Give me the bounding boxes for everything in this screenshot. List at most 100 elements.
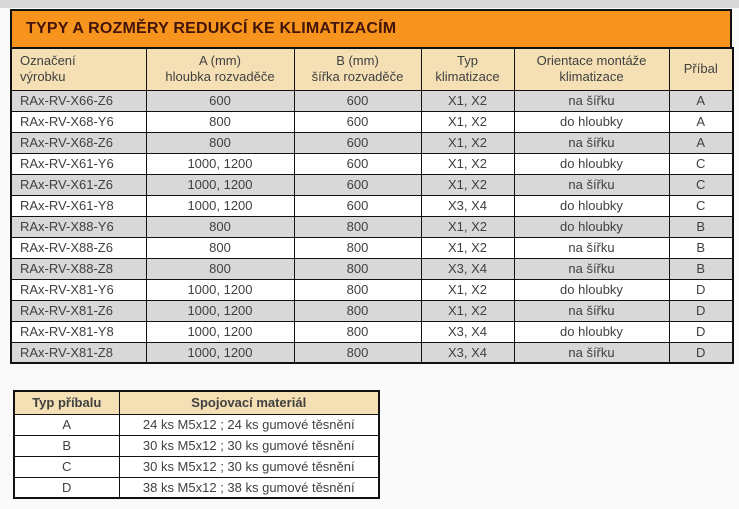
table-cell: RAx-RV-X88-Z6 — [10, 236, 147, 259]
column-header-depth-a: A (mm) hloubka rozvaděče — [145, 47, 295, 91]
table-cell: na šířku — [513, 341, 670, 364]
table-cell: 800 — [293, 236, 422, 259]
table-row: RAx-RV-X68-Y6 800 600 X1, X2 do hloubky A — [10, 110, 734, 133]
table-cell: do hloubky — [513, 152, 670, 175]
table-row: RAx-RV-X88-Z8 800 800 X3, X4 na šířku B — [10, 257, 734, 280]
table-cell: A — [668, 131, 734, 154]
main-spec-table: TYPY A ROZMĚRY REDUKCÍ KE KLIMATIZACÍM O… — [10, 9, 734, 364]
column-header-ac-type: Typ klimatizace — [420, 47, 515, 91]
table-cell: 800 — [145, 131, 295, 154]
table-cell: X1, X2 — [420, 152, 515, 175]
table-cell: 800 — [293, 278, 422, 301]
table-cell: RAx-RV-X61-Y8 — [10, 194, 147, 217]
table-cell: 800 — [293, 299, 422, 322]
table-cell: 1000, 1200 — [145, 320, 295, 343]
table-row: RAx-RV-X88-Z6 800 800 X1, X2 na šířku B — [10, 236, 734, 259]
table-cell: X3, X4 — [420, 194, 515, 217]
table-row: RAx-RV-X61-Z6 1000, 1200 600 X1, X2 na šířku… — [10, 173, 734, 196]
table-cell: 800 — [145, 215, 295, 238]
table-cell: 38 ks M5x12 ; 38 ks gumové těsnění — [118, 476, 380, 499]
column-header-product: Označení výrobku — [10, 47, 147, 91]
table-cell: do hloubky — [513, 320, 670, 343]
table-header-row: Typ příbalu Spojovací materiál — [13, 390, 380, 415]
table-title: TYPY A ROZMĚRY REDUKCÍ KE KLIMATIZACÍM — [26, 20, 397, 37]
table-row: RAx-RV-X81-Z8 1000, 1200 800 X3, X4 na šířku… — [10, 341, 734, 364]
table-cell: X1, X2 — [420, 110, 515, 133]
table-cell: X1, X2 — [420, 215, 515, 238]
table-row: RAx-RV-X81-Y8 1000, 1200 800 X3, X4 do hloub… — [10, 320, 734, 343]
table-cell: A — [668, 110, 734, 133]
table-cell: 600 — [293, 152, 422, 175]
reduction-types-table: Označení výrobku A (mm) hloubka rozvaděč… — [10, 47, 734, 364]
table-cell: 800 — [293, 341, 422, 364]
table-header-row: Označení výrobku A (mm) hloubka rozvaděč… — [10, 47, 734, 91]
table-row: RAx-RV-X61-Y6 1000, 1200 600 X1, X2 do hloub… — [10, 152, 734, 175]
table-cell: 600 — [145, 89, 295, 112]
table-cell: X1, X2 — [420, 278, 515, 301]
table-cell: D — [668, 278, 734, 301]
table-cell: na šířku — [513, 236, 670, 259]
table-cell: B — [668, 236, 734, 259]
table-title-bar: TYPY A ROZMĚRY REDUKCÍ KE KLIMATIZACÍM — [10, 9, 732, 47]
table-row: RAx-RV-X66-Z6 600 600 X1, X2 na šířku A — [10, 89, 734, 112]
table-cell: na šířku — [513, 257, 670, 280]
table-cell: D — [13, 476, 120, 499]
table-body: RAx-RV-X66-Z6 600 600 X1, X2 na šířku A RAx-RV… — [10, 89, 734, 364]
table-cell: 1000, 1200 — [145, 299, 295, 322]
table-cell: D — [668, 320, 734, 343]
table-cell: B — [668, 215, 734, 238]
table-cell: do hloubky — [513, 215, 670, 238]
table-cell: RAx-RV-X81-Y6 — [10, 278, 147, 301]
column-header-material: Spojovací materiál — [118, 390, 380, 415]
table-row: C 30 ks M5x12 ; 30 ks gumové těsnění — [13, 455, 380, 478]
table-cell: RAx-RV-X88-Z8 — [10, 257, 147, 280]
table-cell: 600 — [293, 110, 422, 133]
column-header-width-b: B (mm) šířka rozvaděče — [293, 47, 422, 91]
table-cell: X1, X2 — [420, 173, 515, 196]
table-cell: RAx-RV-X88-Y6 — [10, 215, 147, 238]
table-cell: C — [668, 152, 734, 175]
table-cell: 800 — [145, 257, 295, 280]
table-cell: 600 — [293, 173, 422, 196]
table-cell: X1, X2 — [420, 236, 515, 259]
table-cell: B — [668, 257, 734, 280]
table-cell: do hloubky — [513, 194, 670, 217]
table-cell: B — [13, 434, 120, 457]
table-cell: A — [668, 89, 734, 112]
table-row: RAx-RV-X81-Z6 1000, 1200 800 X1, X2 na šířku… — [10, 299, 734, 322]
kit-material-table: Typ příbalu Spojovací materiál A 24 ks M5… — [13, 390, 380, 499]
table-cell: 600 — [293, 194, 422, 217]
table-row: RAx-RV-X88-Y6 800 800 X1, X2 do hloubky B — [10, 215, 734, 238]
table-cell: 600 — [293, 89, 422, 112]
table-cell: 800 — [293, 257, 422, 280]
table-cell: 800 — [145, 110, 295, 133]
table-cell: RAx-RV-X81-Y8 — [10, 320, 147, 343]
table-cell: RAx-RV-X61-Z6 — [10, 173, 147, 196]
table-cell: do hloubky — [513, 278, 670, 301]
table-cell: X1, X2 — [420, 299, 515, 322]
window-edge-strip — [0, 0, 739, 8]
table-cell: X3, X4 — [420, 257, 515, 280]
table-row: D 38 ks M5x12 ; 38 ks gumové těsnění — [13, 476, 380, 499]
table-cell: 1000, 1200 — [145, 152, 295, 175]
table-cell: C — [668, 194, 734, 217]
table-cell: RAx-RV-X81-Z6 — [10, 299, 147, 322]
table-row: RAx-RV-X61-Y8 1000, 1200 600 X3, X4 do hloub… — [10, 194, 734, 217]
table-cell: 1000, 1200 — [145, 278, 295, 301]
table-cell: na šířku — [513, 131, 670, 154]
column-header-orientation: Orientace montáže klimatizace — [513, 47, 670, 91]
table-row: RAx-RV-X68-Z6 800 600 X1, X2 na šířku A — [10, 131, 734, 154]
table-cell: D — [668, 299, 734, 322]
table-cell: X1, X2 — [420, 131, 515, 154]
table-cell: RAx-RV-X68-Z6 — [10, 131, 147, 154]
table-cell: na šířku — [513, 173, 670, 196]
table-cell: C — [13, 455, 120, 478]
table-cell: 30 ks M5x12 ; 30 ks gumové těsnění — [118, 455, 380, 478]
table-cell: C — [668, 173, 734, 196]
table-cell: RAx-RV-X81-Z8 — [10, 341, 147, 364]
table-body: A 24 ks M5x12 ; 24 ks gumové těsnění B 30 k… — [13, 413, 380, 499]
table-cell: X1, X2 — [420, 89, 515, 112]
table-cell: 1000, 1200 — [145, 173, 295, 196]
table-cell: 800 — [293, 215, 422, 238]
table-cell: RAx-RV-X68-Y6 — [10, 110, 147, 133]
